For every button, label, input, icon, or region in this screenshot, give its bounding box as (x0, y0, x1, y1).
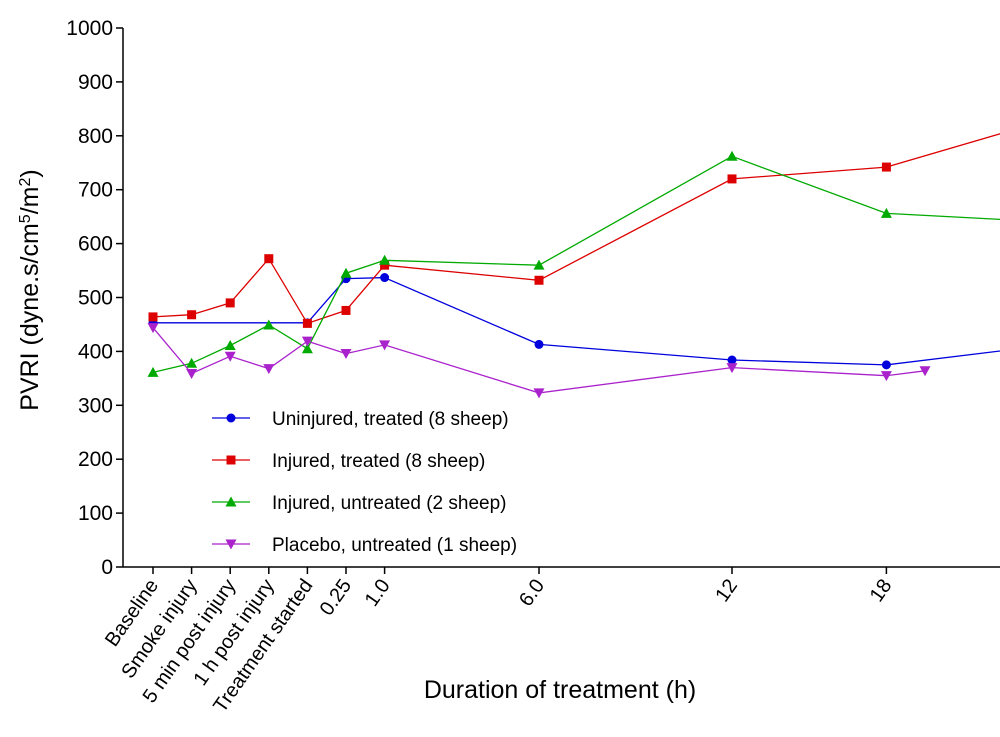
data-point (726, 363, 738, 374)
y-tick-label: 800 (78, 125, 113, 148)
data-point (147, 366, 159, 377)
data-point (380, 260, 390, 270)
x-axis-title: Duration of treatment (h) (424, 676, 696, 704)
data-point (727, 355, 737, 365)
x-tick-label: 0.25 (316, 575, 356, 620)
data-point (225, 298, 235, 308)
data-point (301, 343, 313, 354)
data-point (727, 174, 737, 184)
data-point (534, 339, 544, 349)
y-axis-title-end: ) (16, 169, 44, 177)
legend-item: Injured, treated (8 sheep) (212, 451, 485, 472)
x-tick-label: 12 (711, 575, 742, 606)
y-tick-label: 700 (78, 179, 113, 202)
data-point (340, 349, 352, 360)
data-point (881, 360, 891, 370)
y-tick-label: 300 (78, 394, 113, 417)
legend-label: Placebo, untreated (1 sheep) (272, 535, 517, 556)
series-injured-untreated-2-sheep (147, 150, 1000, 377)
y-tick-label: 900 (78, 71, 113, 94)
data-point (341, 305, 351, 315)
series-uninjured-treated-8-sheep (148, 273, 1000, 370)
data-point (379, 340, 391, 351)
y-axis-title-main: PVRI (dyne.s/cm (16, 223, 44, 411)
data-point (534, 275, 544, 285)
y-tick-label: 100 (78, 502, 113, 525)
x-tick-label: 1.0 (361, 575, 395, 610)
y-tick-label: 0 (101, 556, 113, 579)
series-line (152, 155, 1000, 374)
series-line (152, 327, 926, 394)
legend-item: Injured, untreated (2 sheep) (212, 493, 507, 514)
y-tick-label: 600 (78, 233, 113, 256)
data-point (224, 351, 236, 362)
data-point (340, 267, 352, 278)
data-point (264, 254, 274, 264)
data-point (919, 366, 931, 377)
legend-marker (226, 455, 236, 465)
y-axis-title: PVRI (dyne.s/cm5/m2) (16, 169, 44, 410)
series-layer (147, 133, 1000, 399)
legend-label: Uninjured, treated (8 sheep) (272, 409, 509, 430)
legend-item: Uninjured, treated (8 sheep) (212, 409, 509, 430)
x-tick-label: 18 (866, 575, 897, 606)
legend-marker (225, 539, 237, 550)
y-tick-label: 400 (78, 340, 113, 363)
y-tick-label: 500 (78, 287, 113, 310)
data-point (533, 259, 545, 270)
data-point (147, 323, 159, 334)
legend-item: Placebo, untreated (1 sheep) (212, 535, 517, 556)
data-point (880, 207, 892, 218)
legend: Uninjured, treated (8 sheep) Injured, tre… (212, 409, 517, 556)
data-point (881, 162, 891, 172)
legend-label: Injured, treated (8 sheep) (272, 451, 485, 472)
legend-marker (225, 496, 237, 507)
data-point (380, 273, 390, 283)
y-axis-title-sup1: 5 (17, 214, 34, 223)
data-point (726, 150, 738, 161)
y-tick-label: 1000 (66, 17, 113, 40)
data-point (148, 312, 158, 322)
y-tick-label: 200 (78, 448, 113, 471)
series-injured-treated-8-sheep (148, 133, 1000, 328)
data-point (186, 357, 198, 368)
data-point (224, 339, 236, 350)
y-axis: 0 100 200 300 400 500 600 700 800 900 1000 (66, 17, 124, 579)
series-placebo-untreated-1-sheep (147, 323, 931, 399)
legend-label: Injured, untreated (2 sheep) (272, 493, 507, 514)
data-point (379, 254, 391, 265)
data-point (263, 319, 275, 330)
data-point (302, 318, 312, 328)
series-line (152, 133, 1000, 325)
x-tick-label: 6.0 (515, 575, 549, 610)
data-point (533, 388, 545, 399)
legend-marker (226, 413, 236, 423)
series-line (153, 276, 1000, 366)
data-point (187, 310, 197, 320)
data-point (263, 364, 275, 375)
data-point (301, 336, 313, 347)
data-point (186, 368, 198, 379)
y-axis-title-sup2: 2 (17, 177, 34, 186)
y-axis-title-mid: /m (16, 186, 44, 214)
data-point (880, 371, 892, 382)
